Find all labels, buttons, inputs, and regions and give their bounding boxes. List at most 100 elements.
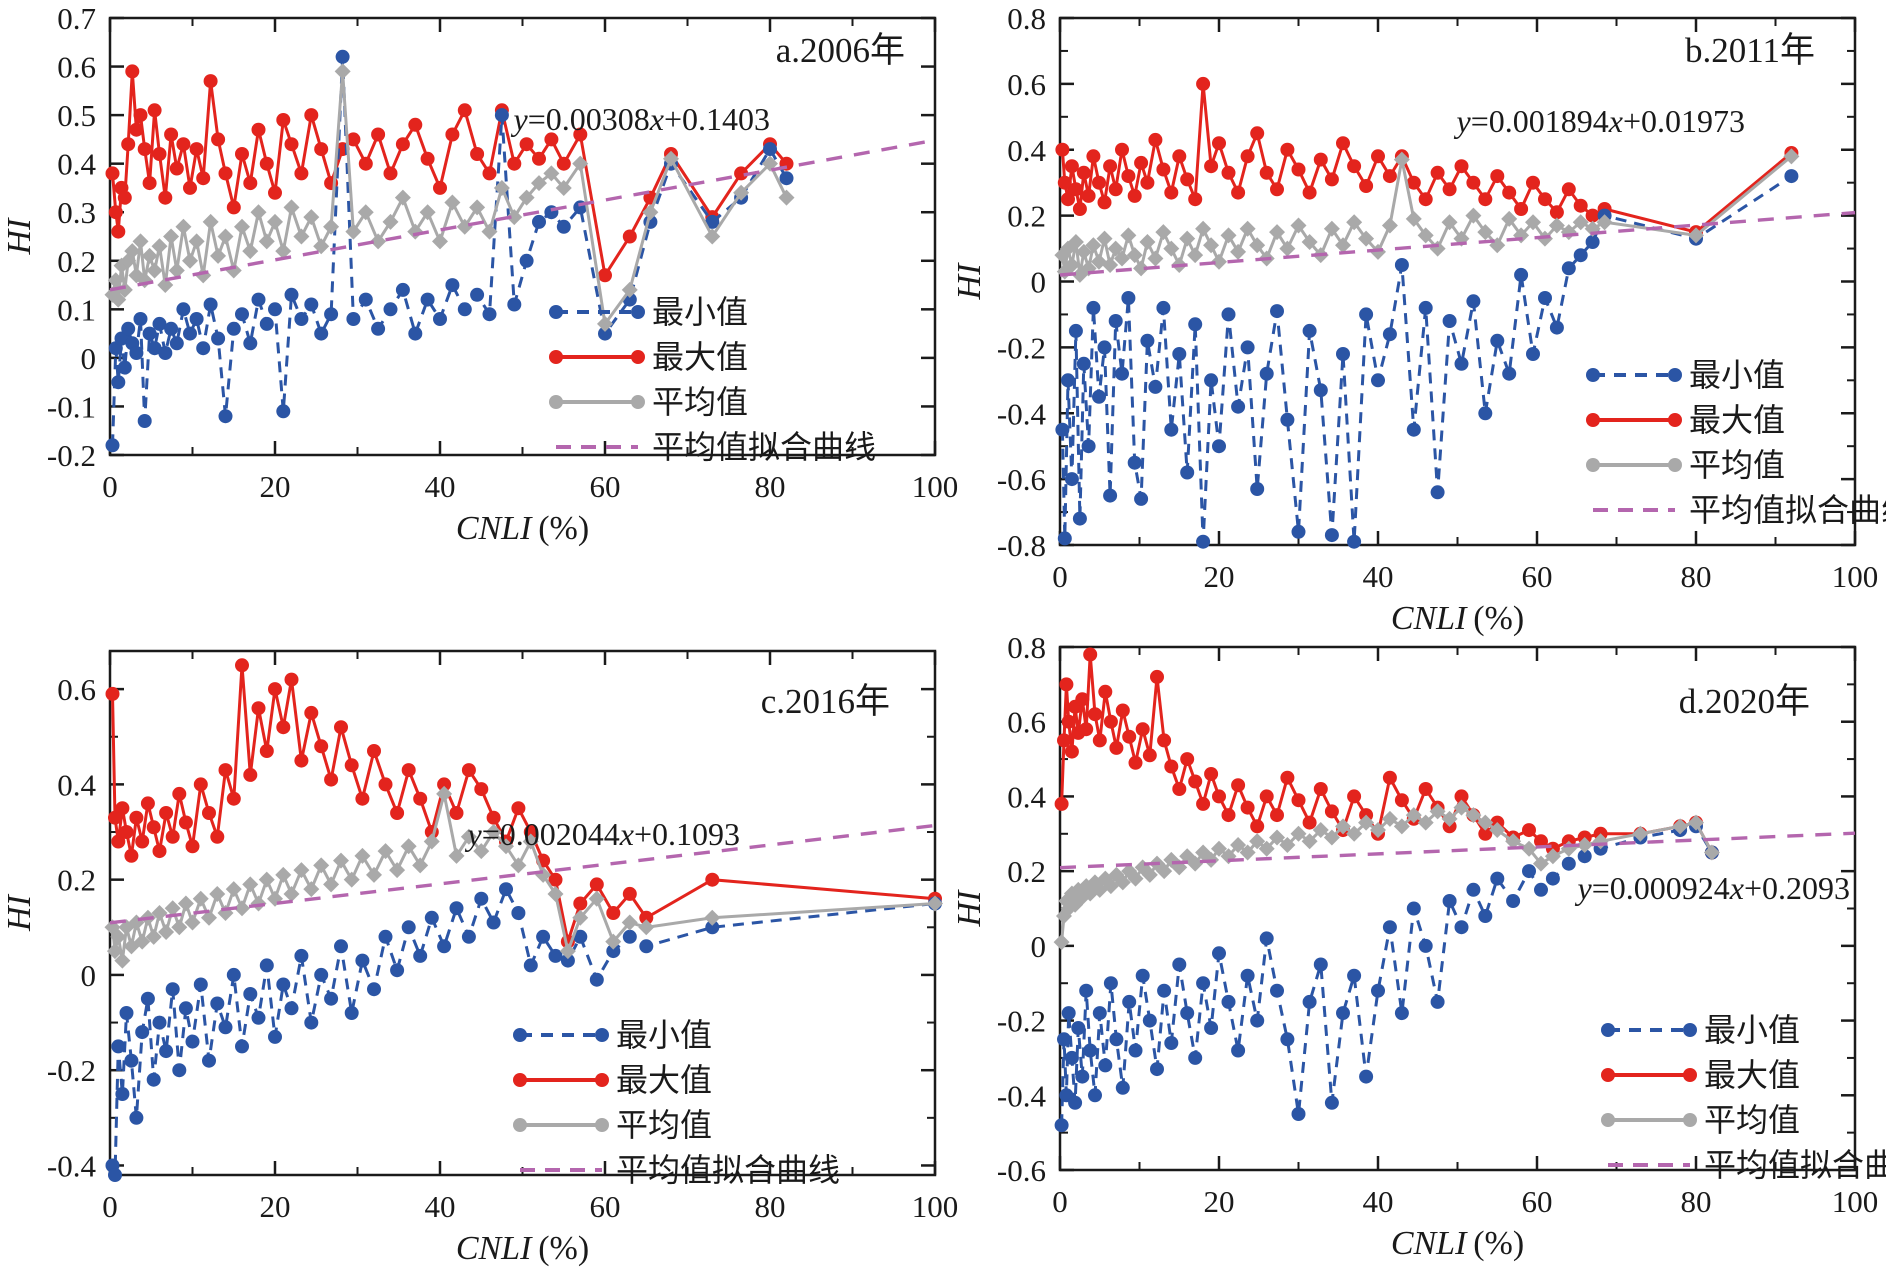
data-point-max — [1231, 185, 1246, 200]
data-point-mean — [250, 204, 267, 221]
data-point-max — [1180, 752, 1195, 767]
data-point-mean — [1085, 237, 1102, 254]
data-point-mean — [1346, 214, 1363, 231]
data-point-mean — [357, 204, 374, 221]
data-point-mean — [354, 847, 371, 864]
data-point-mean — [547, 885, 564, 902]
legend-min-dot — [631, 305, 645, 319]
data-point-min — [226, 321, 241, 336]
data-point-min — [1212, 439, 1226, 454]
data-point-mean — [1405, 210, 1422, 227]
data-point-min — [763, 142, 777, 157]
legend-item-fit: 平均值拟合曲线 — [1593, 492, 1886, 528]
data-point-mean — [303, 881, 320, 898]
data-point-mean — [1053, 934, 1070, 951]
data-point-mean — [432, 233, 448, 250]
data-point-max — [519, 137, 534, 152]
x-tick-label: 0 — [102, 469, 118, 504]
data-point-min — [1442, 314, 1457, 328]
data-point-mean — [1441, 214, 1458, 231]
data-point-max — [383, 166, 398, 181]
data-point-max — [276, 720, 291, 735]
data-point-min — [1071, 1021, 1086, 1035]
data-point-min — [355, 953, 370, 968]
data-point-max — [511, 801, 526, 816]
data-point-max — [1406, 175, 1421, 190]
data-point-max — [1259, 165, 1274, 180]
data-point-min — [1240, 340, 1255, 355]
data-point-mean — [1269, 829, 1286, 846]
data-point-min — [1068, 323, 1083, 338]
data-point-max — [1057, 733, 1071, 748]
data-point-max — [294, 166, 309, 181]
data-point-min — [1127, 455, 1142, 470]
data-point-mean — [572, 909, 589, 926]
data-point-mean — [412, 857, 429, 874]
data-point-min — [1522, 864, 1536, 879]
data-point-max — [606, 906, 621, 920]
data-point-min — [1336, 1006, 1350, 1021]
data-point-min — [235, 307, 249, 322]
legend-max-dot — [1586, 413, 1600, 427]
data-point-max — [1148, 132, 1163, 147]
data-point-mean — [1505, 833, 1522, 850]
data-point-min — [334, 939, 348, 954]
data-point-min — [218, 409, 233, 424]
legend-min-label: 最小值 — [652, 294, 748, 330]
data-point-max — [251, 122, 266, 137]
data-point-max — [1382, 770, 1397, 785]
x-tick-label: 20 — [1204, 1184, 1235, 1219]
data-point-mean — [762, 155, 778, 172]
legend-max-label: 最大值 — [616, 1062, 712, 1098]
data-point-mean — [510, 857, 527, 874]
data-point-max — [1359, 179, 1374, 193]
data-point-max — [259, 156, 274, 171]
data-point-max — [1394, 793, 1409, 808]
data-point-mean — [1239, 220, 1256, 237]
legend-min-dot — [549, 305, 563, 319]
data-point-min — [165, 982, 180, 997]
panel-title: b.2011年 — [1685, 31, 1815, 70]
data-point-min — [1418, 300, 1433, 315]
data-point-max — [1079, 722, 1094, 737]
data-point-min — [135, 1025, 150, 1040]
data-point-max — [1059, 677, 1074, 692]
data-point-min — [523, 958, 538, 973]
legend-item-mean: 平均值 — [549, 384, 748, 420]
panel-title: d.2020年 — [1679, 682, 1810, 721]
data-point-max — [734, 166, 749, 181]
legend-item-min: 最小值 — [1601, 1012, 1800, 1048]
data-point-mean — [407, 223, 424, 240]
data-point-max — [556, 156, 571, 171]
data-point-max — [1128, 755, 1143, 770]
data-point-min — [1324, 528, 1339, 543]
data-point-min — [1561, 261, 1576, 276]
data-point-min — [1180, 1006, 1195, 1021]
data-point-min — [158, 346, 173, 360]
y-tick-label: 0 — [81, 958, 97, 993]
legend-min-dot — [513, 1028, 527, 1042]
y-axis-label: HI — [951, 262, 988, 301]
data-point-max — [117, 190, 132, 205]
data-point-mean — [498, 838, 514, 855]
data-point-min — [211, 331, 226, 346]
data-point-min — [408, 326, 423, 341]
legend-min-label: 最小值 — [1704, 1012, 1800, 1048]
data-point-min — [474, 891, 489, 906]
legend-mean-label: 平均值 — [1704, 1102, 1800, 1138]
data-point-mean — [258, 233, 275, 250]
data-point-mean — [1453, 799, 1470, 816]
data-point-mean — [171, 919, 188, 936]
data-point-max — [1270, 808, 1284, 823]
y-tick-label: 0.4 — [1007, 779, 1046, 814]
data-point-min — [1054, 1118, 1069, 1133]
data-point-mean — [1290, 825, 1307, 842]
data-point-min — [1075, 1069, 1090, 1084]
legend-max-label: 最大值 — [1689, 402, 1785, 438]
data-point-min — [129, 1110, 144, 1125]
data-point-min — [779, 171, 794, 186]
data-point-min — [133, 312, 148, 326]
data-point-mean — [1346, 825, 1363, 842]
data-point-mean — [1370, 243, 1386, 260]
data-point-mean — [1269, 224, 1286, 241]
